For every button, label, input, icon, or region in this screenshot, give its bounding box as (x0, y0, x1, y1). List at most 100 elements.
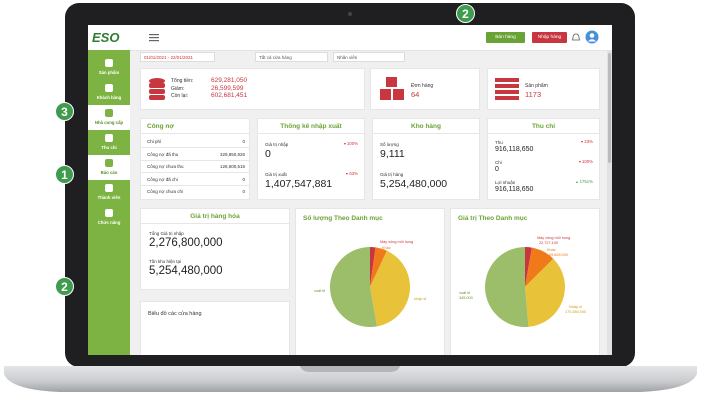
change-value: 63% (349, 171, 358, 176)
pie-label: 345,000 (459, 296, 473, 300)
total-value: 26,599,599 (211, 84, 244, 92)
card-title: Biểu đồ các cửa hàng (148, 311, 202, 317)
pie-label: Máy xông mũi họng (380, 240, 414, 244)
stock-card: Kho hàng Số lượng 9,111 Giá trị hàng 5,254,… (372, 118, 480, 200)
sidebar-label: Báo cáo (100, 170, 118, 175)
sidebar-item[interactable]: Nhà cung cấp (88, 105, 130, 130)
callout: 2 (456, 4, 475, 23)
row-value: 128,600,516 (219, 164, 245, 169)
item-label: Thu (495, 140, 503, 145)
change: 23% (580, 139, 593, 144)
scrollbar[interactable] (607, 50, 612, 355)
sidebar-icon (105, 59, 113, 67)
change-value: 23% (584, 139, 593, 144)
pie-slice (370, 247, 387, 287)
sidebar-item[interactable]: Chức năng (88, 205, 130, 230)
sidebar-item[interactable]: Sản phẩm (88, 55, 130, 80)
avatar[interactable] (585, 30, 599, 44)
item-label: Tổng Giá trị nhập (149, 231, 184, 236)
sidebar-item[interactable]: Thành viên (88, 180, 130, 205)
divider (373, 133, 479, 134)
pie-slice (370, 247, 376, 287)
products-value: 1173 (525, 90, 542, 99)
divider (258, 133, 364, 134)
sidebar-item[interactable]: Khách hàng (88, 80, 130, 105)
arrow-icon (345, 172, 348, 175)
sidebar-item[interactable]: Thu chi (88, 130, 130, 155)
store-select[interactable]: Tất cả cửa hàng (255, 52, 328, 62)
callout: 1 (55, 165, 74, 184)
sidebar-icon (105, 134, 113, 142)
qty-chart-card: Số lượng Theo Danh mục Máy xông mũi họng… (295, 208, 445, 355)
row-label: Công nợ đã thu (147, 151, 179, 157)
item-label: Giá trị nhập (265, 142, 289, 147)
qty-pie (329, 247, 410, 327)
notch (300, 366, 400, 372)
row-value: 0 (242, 189, 245, 194)
change: 63% (345, 171, 358, 176)
bell-icon[interactable] (572, 33, 580, 42)
database-icon (149, 78, 165, 100)
divider (141, 147, 249, 148)
sidebar: Sản phẩm Khách hàng Nhà cung cấp Thu chi Báo… (88, 50, 130, 355)
change: 100% (578, 159, 593, 164)
change: 1751% (576, 179, 593, 184)
divider (488, 133, 599, 134)
arrow-icon (578, 160, 581, 163)
card-title: Giá trị hàng hóa (190, 213, 240, 220)
sidebar-label: Thu chi (101, 145, 117, 150)
pie-slice (525, 247, 554, 287)
item-value: 1,407,547,881 (265, 178, 333, 190)
item-value: 5,254,480,000 (380, 178, 448, 190)
callout: 3 (55, 102, 74, 121)
row-value: 0 (242, 139, 245, 144)
card-title: Giá trị Theo Danh mục (458, 215, 528, 222)
change: 100% (343, 141, 358, 146)
debt-card: Công nợ Chi phí 0 Công nợ đã thu 329,850,92… (140, 118, 250, 200)
orders-value: 64 (411, 90, 420, 99)
pie-label: Khác (382, 246, 391, 250)
value-pie (485, 247, 565, 327)
sell-button[interactable]: Bán hàng (486, 32, 525, 43)
staff-select[interactable]: Nhân viên (333, 52, 405, 62)
sidebar-label: Thành viên (97, 195, 121, 200)
orders-label: Đơn hàng (411, 83, 434, 89)
totals-card: Tổng tiền: 629,281,050 Giảm: 26,599,599 Còn … (140, 68, 365, 110)
row-value: 0 (242, 176, 245, 182)
arrow-icon (580, 140, 583, 143)
card-title: Thống kê nhập xuất (280, 123, 342, 130)
import-button[interactable]: Nhập hàng (532, 32, 567, 43)
item-value: 9,111 (380, 148, 405, 160)
total-value: 602,681,451 (211, 92, 248, 99)
pie-slice (485, 247, 529, 327)
item-label: Chi (495, 160, 502, 165)
divider (141, 184, 249, 186)
pie-slice (525, 258, 565, 327)
change-value: 1751% (579, 179, 593, 184)
sidebar-label: Sản phẩm (98, 70, 120, 75)
sidebar-icon (105, 209, 113, 217)
card-title: Số lượng Theo Danh mục (303, 215, 383, 222)
pie-slice (329, 247, 377, 327)
top-bar: ESO Bán hàng Nhập hàng (88, 25, 612, 51)
menu-icon[interactable] (149, 34, 159, 42)
sidebar-icon (105, 159, 113, 167)
store-chart-card: Biểu đồ các cửa hàng (140, 301, 290, 355)
logo[interactable]: ESO (92, 30, 120, 45)
sidebar-icon (105, 184, 113, 192)
date-filter[interactable]: 01/01/2021 - 22/01/2021 (140, 52, 215, 62)
row-label: Công nợ đã chi (147, 176, 178, 182)
item-value: 0 (265, 148, 271, 160)
item-value: 5,254,480,000 (149, 265, 223, 277)
sidebar-item[interactable]: Báo cáo (88, 155, 130, 180)
sidebar-label: Chức năng (97, 220, 121, 225)
row-value: 329,850,926 (219, 151, 245, 157)
item-value: 916,118,650 (495, 146, 534, 153)
pie-label: xuất lẻ (459, 291, 471, 295)
camera (348, 12, 352, 16)
pie-label: 69,828,000 (549, 253, 569, 257)
card-title: Thu chi (531, 123, 556, 130)
sidebar-label: Khách hàng (96, 95, 122, 100)
row-label: Công nợ chưa chi (147, 189, 183, 194)
